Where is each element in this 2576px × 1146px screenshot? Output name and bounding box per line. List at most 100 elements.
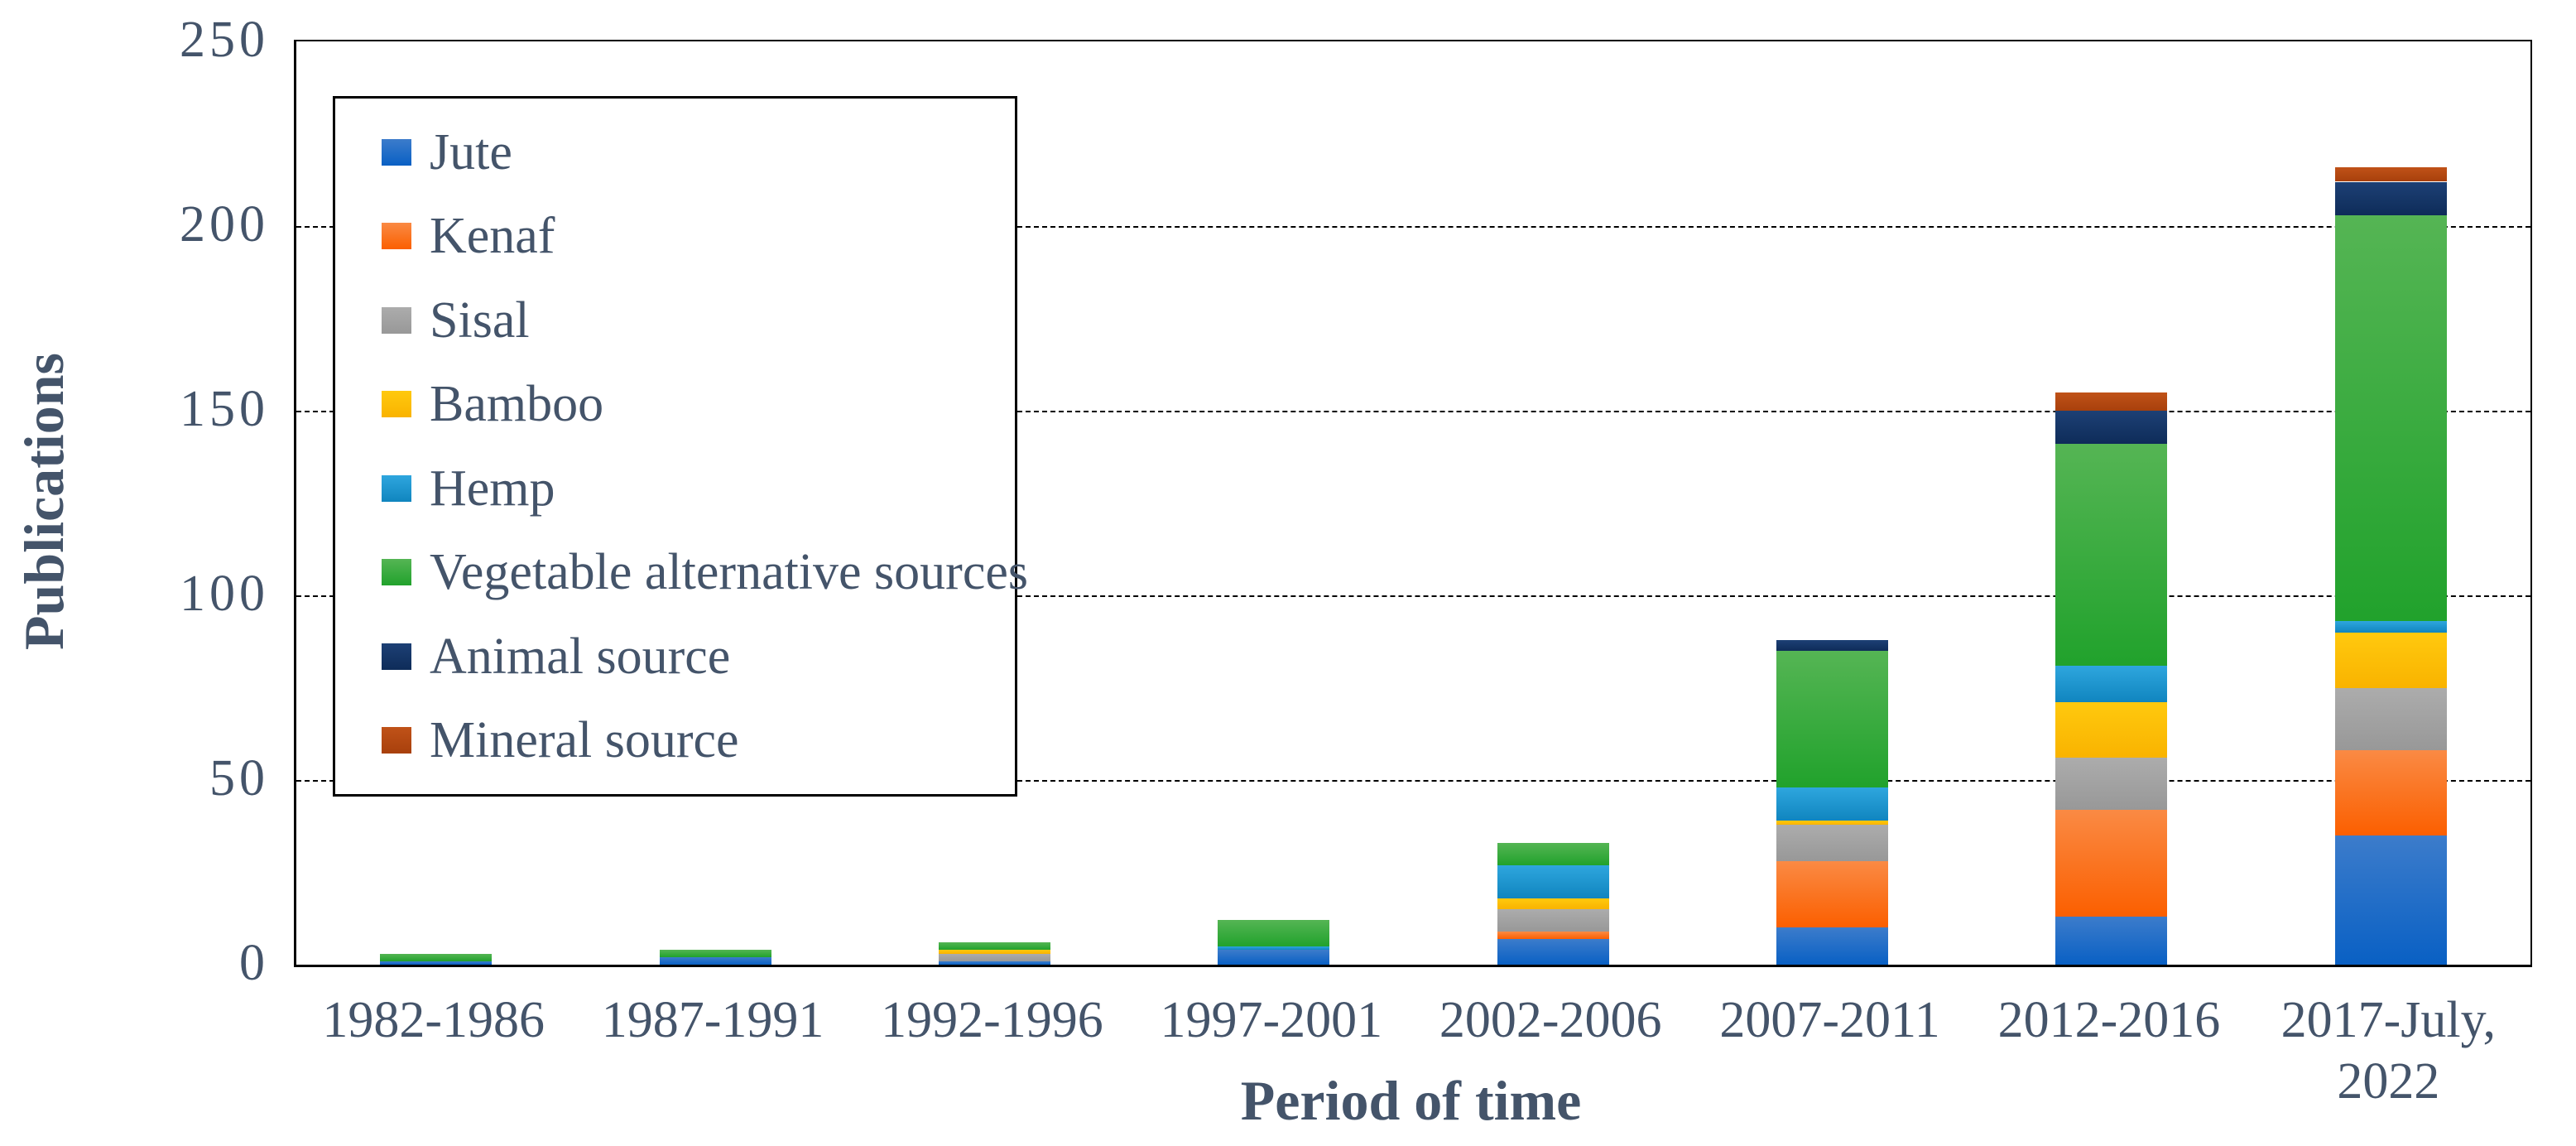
legend-swatch-icon (382, 223, 411, 250)
segment-jute (659, 957, 771, 965)
legend-swatch-icon (382, 391, 411, 418)
x-category-label-line: 2022 (2337, 1053, 2440, 1110)
legend-item-mineral-source: Mineral source (382, 715, 1015, 766)
x-category-label: 2007-2011 (1690, 990, 1969, 1051)
gridline-150 (296, 411, 2530, 412)
x-category-label: 1992-1996 (853, 990, 1132, 1051)
segment-kenaf (2055, 809, 2168, 917)
segment-sisal (1776, 824, 1889, 862)
legend: Jute Kenaf Sisal Bamboo Hemp Vegetable altern… (333, 96, 1028, 797)
segment-sisal (1497, 909, 1609, 932)
segment-bamboo (1497, 898, 1609, 910)
legend-swatch-icon (382, 643, 411, 670)
segment-kenaf (2334, 750, 2447, 835)
segment-jute (938, 961, 1050, 965)
segment-animal-source (1776, 639, 1889, 651)
legend-item-bamboo: Bamboo (382, 378, 1015, 430)
bar-1997-2001 (1218, 920, 1330, 965)
segment-vegetable-alternative-sources (380, 953, 493, 961)
legend-item-jute: Jute (382, 127, 1015, 178)
y-tick-label: 150 (180, 381, 269, 437)
legend-label: Sisal (430, 291, 530, 349)
legend-label: Mineral source (430, 712, 739, 769)
plot-area (294, 40, 2532, 967)
bar-2002-2006 (1497, 842, 1609, 965)
x-category-label: 2012-2016 (1969, 990, 2248, 1051)
legend-label: Animal source (430, 628, 731, 685)
segment-mineral-source (2055, 392, 2168, 411)
x-category-label: 2002-2006 (1411, 990, 1690, 1051)
segment-sisal (2055, 758, 2168, 810)
segment-vegetable-alternative-sources (938, 942, 1050, 951)
gridline-50 (296, 780, 2530, 782)
segment-jute (2334, 835, 2447, 965)
segment-mineral-source (2334, 166, 2447, 182)
legend-item-vegetable-alternative-sources: Vegetable alternative sources (382, 547, 1028, 598)
x-category-label-line: 2002-2006 (1439, 992, 1662, 1048)
x-axis-title: Period of time (1240, 1069, 1582, 1132)
legend-label: Bamboo (430, 376, 604, 433)
legend-label: Vegetable alternative sources (430, 544, 1028, 601)
y-axis-title: Publications (7, 40, 81, 963)
x-category-label-line: 1982-1986 (322, 992, 545, 1048)
y-tick-label: 100 (180, 566, 269, 622)
segment-jute (1776, 927, 1889, 965)
x-category-label-line: 1997-2001 (1160, 992, 1383, 1048)
legend-item-kenaf: Kenaf (382, 210, 1015, 262)
bar-2012-2016 (2055, 392, 2168, 965)
y-tick-label: 50 (209, 750, 269, 807)
bar-2007-2011 (1776, 639, 1889, 965)
bar-2017-july-2022 (2334, 166, 2447, 965)
x-category-label-line: 2012-2016 (1997, 992, 2221, 1048)
segment-kenaf (1776, 861, 1889, 928)
segment-vegetable-alternative-sources (1218, 920, 1330, 946)
segment-vegetable-alternative-sources (1776, 650, 1889, 787)
x-category-label-line: 2017-July, (2280, 992, 2497, 1048)
y-tick-label: 0 (239, 935, 269, 991)
legend-swatch-icon (382, 559, 411, 586)
y-tick-label: 250 (180, 12, 269, 68)
legend-item-sisal: Sisal (382, 295, 1015, 346)
segment-hemp (1776, 787, 1889, 821)
gridline-100 (296, 595, 2530, 597)
legend-swatch-icon (382, 138, 411, 166)
legend-item-animal-source: Animal source (382, 631, 1015, 682)
segment-sisal (938, 953, 1050, 961)
gridline-200 (296, 226, 2530, 228)
bar-1982-1986 (380, 953, 493, 965)
bar-1987-1991 (659, 950, 771, 965)
legend-item-hemp: Hemp (382, 463, 1015, 514)
segment-bamboo (2334, 632, 2447, 688)
segment-vegetable-alternative-sources (1497, 842, 1609, 865)
segment-vegetable-alternative-sources (659, 950, 771, 958)
segment-hemp (1497, 864, 1609, 898)
segment-vegetable-alternative-sources (2334, 214, 2447, 622)
segment-jute (380, 961, 493, 965)
x-category-label-line: 1992-1996 (881, 992, 1103, 1048)
segment-hemp (2055, 665, 2168, 703)
legend-swatch-icon (382, 474, 411, 502)
segment-jute (1218, 950, 1330, 965)
x-category-label: 2017-July, 2022 (2249, 990, 2528, 1112)
segment-bamboo (938, 950, 1050, 954)
segment-vegetable-alternative-sources (2055, 444, 2168, 666)
y-tick-label: 200 (180, 196, 269, 253)
segment-hemp (2334, 621, 2447, 633)
segment-bamboo (1776, 821, 1889, 825)
legend-label: Hemp (430, 460, 555, 517)
x-category-label: 1982-1986 (294, 990, 573, 1051)
segment-bamboo (2055, 702, 2168, 758)
x-category-label-line: 2007-2011 (1719, 992, 1940, 1048)
x-category-label: 1997-2001 (1132, 990, 1411, 1051)
segment-sisal (2334, 687, 2447, 751)
segment-kenaf (1497, 931, 1609, 939)
bar-1992-1996 (938, 942, 1050, 965)
segment-jute (2055, 917, 2168, 965)
x-category-label: 1987-1991 (573, 990, 852, 1051)
segment-animal-source (2334, 181, 2447, 215)
segment-animal-source (2055, 411, 2168, 445)
x-category-label-line: 1987-1991 (601, 992, 824, 1048)
legend-label: Jute (430, 123, 512, 181)
segment-jute (1497, 938, 1609, 965)
